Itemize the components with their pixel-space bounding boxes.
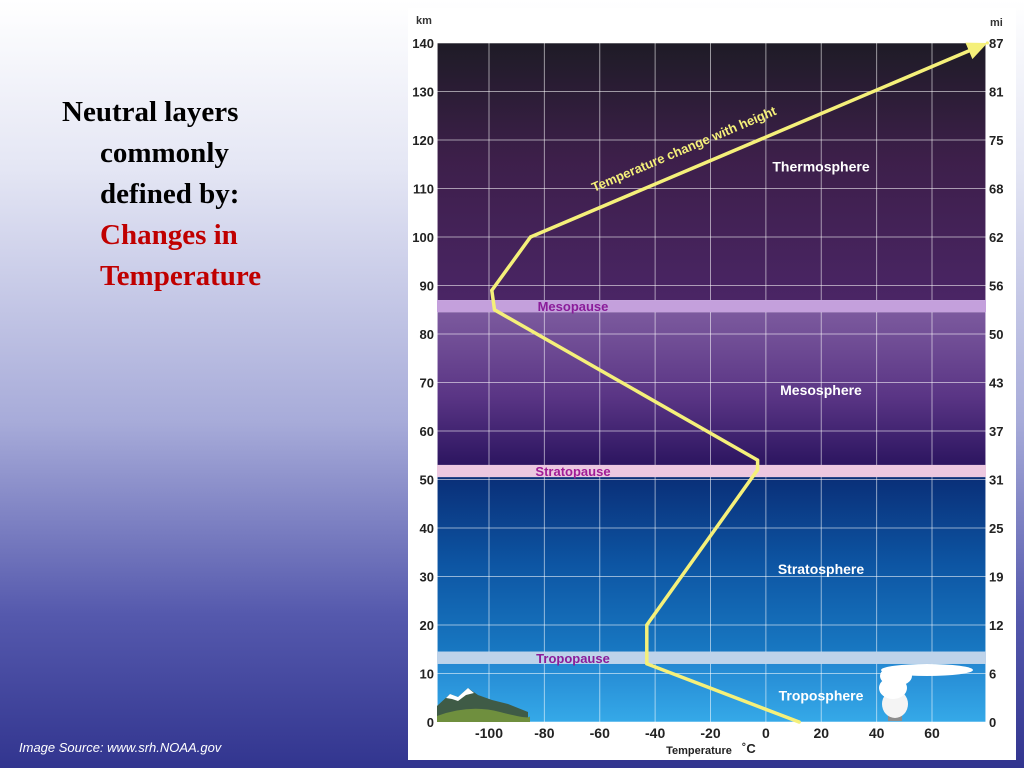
layer-label: Mesosphere [780, 382, 862, 398]
tick-label-y-right: 12 [989, 618, 1003, 633]
tick-label-y-right: 81 [989, 85, 1003, 100]
tick-label-x: -80 [534, 725, 554, 741]
tick-label-y-right: 43 [989, 376, 1003, 391]
label-layer: km mi010203040506070809010011012013014006… [412, 15, 1003, 757]
temperature-point [797, 720, 801, 724]
temperature-point [645, 662, 649, 666]
tick-label-x: 40 [869, 725, 885, 741]
mountain-snow-shape [446, 688, 474, 701]
tick-label-y-right: 31 [989, 473, 1003, 488]
y-axis-label-right: mi [990, 17, 1003, 29]
bullet-line-1: Neutral layers [62, 96, 239, 128]
scenery [437, 664, 973, 722]
tick-label-y-left: 60 [420, 424, 434, 439]
bullet-highlight-1: Changes in [100, 219, 238, 251]
layer-label: Troposphere [779, 687, 864, 703]
boundary-label: Tropopause [536, 651, 610, 666]
tick-label-y-right: 6 [989, 667, 996, 682]
boundary-band [437, 464, 986, 478]
bullet-highlight-2: Temperature [100, 260, 262, 292]
tick-label-y-left: 80 [420, 327, 434, 342]
tick-label-y-left: 90 [420, 279, 434, 294]
tick-label-x: -40 [645, 725, 665, 741]
tick-label-y-right: 19 [989, 570, 1003, 585]
temperature-arrowhead [965, 42, 988, 60]
boundary-band [437, 300, 986, 313]
temperature-point [492, 308, 497, 312]
tick-label-x: 60 [924, 725, 940, 741]
tick-label-y-right: 75 [989, 133, 1003, 148]
tick-label-y-left: 20 [420, 618, 434, 633]
image-source-note: Image Source: www.srh.NOAA.gov [19, 740, 222, 755]
temperature-point [985, 41, 989, 45]
hills-shape [437, 708, 530, 722]
tick-label-y-left: 70 [420, 376, 434, 391]
bullet-text: Neutral layers commonly defined by: Chan… [62, 92, 362, 297]
layer-label: Stratosphere [778, 561, 865, 577]
boundary-label: Mesopause [538, 299, 609, 314]
layer-label: Thermosphere [772, 159, 869, 175]
tick-label-y-left: 130 [412, 85, 434, 100]
tick-label-x: 20 [813, 725, 829, 741]
tick-label-y-right: 62 [989, 230, 1003, 245]
tick-label-x: -100 [475, 725, 503, 741]
stratosphere-band [437, 477, 986, 652]
tick-label-x: 0 [762, 725, 770, 741]
temperature-point [645, 623, 649, 627]
tick-label-y-left: 30 [420, 570, 434, 585]
thermosphere-band [437, 43, 986, 301]
atmosphere-chart: Temperature change with height km mi 0 10 20… [408, 8, 1016, 760]
tick-label-y-right: 25 [989, 521, 1003, 536]
boundary-label: Stratopause [535, 464, 610, 479]
temperature-point [755, 468, 760, 472]
tick-label-y-right: 50 [989, 327, 1003, 342]
mesosphere-band [437, 312, 986, 465]
tick-label-y-right: 0 [989, 715, 996, 730]
bullet-line-2: commonly [100, 137, 229, 169]
tick-label-y-left: 120 [412, 133, 434, 148]
tick-label-y-left: 40 [420, 521, 434, 536]
temperature-point [755, 458, 760, 462]
storm-cloud-shape [879, 664, 973, 721]
y-axis-label-left: km [416, 15, 432, 27]
tick-label-y-left: 110 [413, 182, 434, 197]
tick-label-y-right: 68 [989, 182, 1003, 197]
atmosphere-chart-svg: Temperature change with height km mi01020… [412, 15, 1003, 757]
tick-label-y-left: 10 [420, 667, 434, 682]
tick-label-y-left: 50 [420, 473, 434, 488]
tick-label-x: -60 [590, 725, 610, 741]
tick-label-y-left: 100 [412, 230, 434, 245]
x-axis-label: Temperature [666, 745, 732, 757]
tick-label-y-left: 0 [427, 715, 434, 730]
temperature-point [490, 288, 494, 292]
tick-label-y-left: 140 [412, 36, 434, 51]
tick-label-y-right: 87 [989, 36, 1003, 51]
tick-label-x: -20 [700, 725, 720, 741]
tick-label-y-right: 37 [989, 424, 1003, 439]
bullet-line-3: defined by: [100, 178, 240, 210]
boundary-band [437, 651, 986, 664]
temperature-point [528, 235, 533, 239]
boundary-bands [437, 300, 986, 664]
x-axis-unit: ˚C [742, 741, 756, 756]
tick-label-y-right: 56 [989, 279, 1003, 294]
